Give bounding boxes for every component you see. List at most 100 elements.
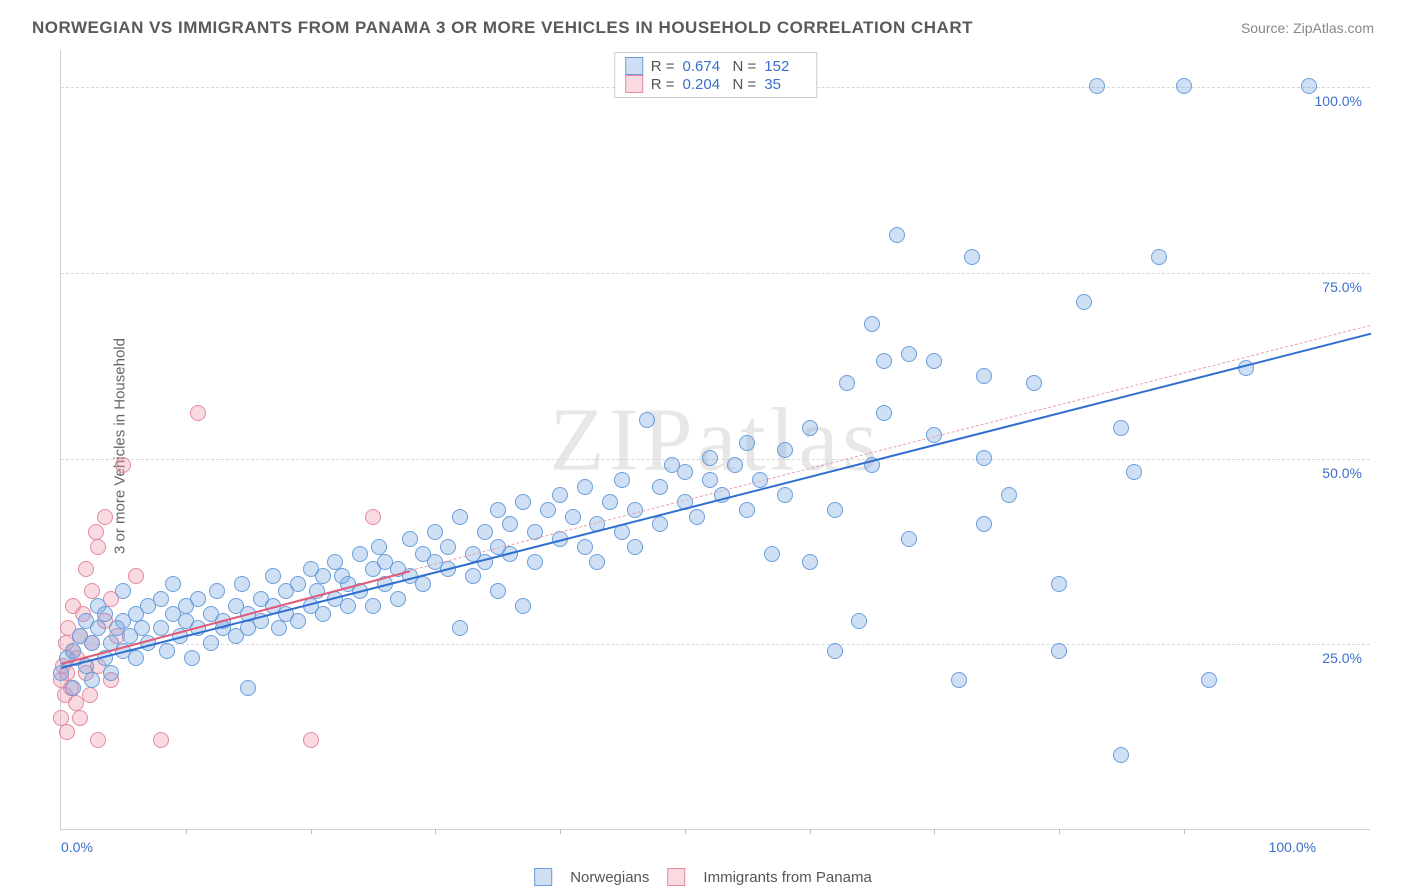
scatter-point bbox=[97, 606, 113, 622]
scatter-point bbox=[477, 524, 493, 540]
scatter-point bbox=[59, 724, 75, 740]
scatter-point bbox=[327, 554, 343, 570]
scatter-point bbox=[84, 635, 100, 651]
scatter-point bbox=[540, 502, 556, 518]
x-tick bbox=[810, 829, 811, 834]
legend-swatch-panama bbox=[667, 868, 685, 886]
scatter-point bbox=[1089, 78, 1105, 94]
legend-label-norwegians: Norwegians bbox=[570, 869, 649, 886]
scatter-point bbox=[465, 568, 481, 584]
scatter-point bbox=[315, 606, 331, 622]
scatter-point bbox=[577, 479, 593, 495]
scatter-point bbox=[90, 732, 106, 748]
scatter-point bbox=[153, 732, 169, 748]
scatter-point bbox=[271, 620, 287, 636]
x-tick bbox=[435, 829, 436, 834]
legend-swatch-norwegians bbox=[625, 57, 643, 75]
scatter-point bbox=[90, 539, 106, 555]
chart-title: NORWEGIAN VS IMMIGRANTS FROM PANAMA 3 OR… bbox=[32, 18, 973, 38]
scatter-point bbox=[739, 502, 755, 518]
scatter-point bbox=[415, 576, 431, 592]
scatter-point bbox=[452, 509, 468, 525]
scatter-point bbox=[128, 650, 144, 666]
x-tick bbox=[186, 829, 187, 834]
scatter-point bbox=[78, 561, 94, 577]
scatter-point bbox=[265, 568, 281, 584]
scatter-point bbox=[190, 591, 206, 607]
gridline bbox=[61, 273, 1370, 274]
scatter-point bbox=[777, 442, 793, 458]
r-label: R = bbox=[651, 58, 675, 75]
scatter-point bbox=[402, 531, 418, 547]
scatter-point bbox=[527, 554, 543, 570]
scatter-point bbox=[290, 576, 306, 592]
n-value-norwegians: 152 bbox=[764, 58, 806, 75]
scatter-point bbox=[652, 479, 668, 495]
scatter-point bbox=[97, 509, 113, 525]
scatter-point bbox=[926, 353, 942, 369]
scatter-point bbox=[802, 554, 818, 570]
scatter-point bbox=[976, 516, 992, 532]
scatter-point bbox=[901, 346, 917, 362]
scatter-point bbox=[1026, 375, 1042, 391]
r-label: R = bbox=[651, 76, 675, 93]
scatter-point bbox=[702, 472, 718, 488]
scatter-point bbox=[1151, 249, 1167, 265]
scatter-point bbox=[851, 613, 867, 629]
scatter-point bbox=[901, 531, 917, 547]
scatter-point bbox=[577, 539, 593, 555]
scatter-point bbox=[1001, 487, 1017, 503]
scatter-point bbox=[589, 554, 605, 570]
scatter-point bbox=[490, 502, 506, 518]
legend-stats-row: R = 0.204 N = 35 bbox=[625, 75, 807, 93]
scatter-point bbox=[614, 472, 630, 488]
source-label: Source: bbox=[1241, 20, 1289, 36]
scatter-point bbox=[777, 487, 793, 503]
scatter-point bbox=[1076, 294, 1092, 310]
n-label: N = bbox=[733, 76, 757, 93]
scatter-point bbox=[976, 450, 992, 466]
scatter-point bbox=[552, 487, 568, 503]
legend-series: Norwegians Immigrants from Panama bbox=[534, 868, 872, 886]
scatter-point bbox=[153, 591, 169, 607]
scatter-point bbox=[1176, 78, 1192, 94]
scatter-point bbox=[827, 643, 843, 659]
scatter-point bbox=[502, 516, 518, 532]
scatter-point bbox=[203, 635, 219, 651]
legend-stats-row: R = 0.674 N = 152 bbox=[625, 57, 807, 75]
scatter-point bbox=[1201, 672, 1217, 688]
legend-swatch-norwegians bbox=[534, 868, 552, 886]
scatter-point bbox=[352, 546, 368, 562]
scatter-point bbox=[864, 316, 880, 332]
scatter-point bbox=[234, 576, 250, 592]
trendline bbox=[61, 332, 1371, 668]
scatter-point bbox=[65, 680, 81, 696]
scatter-point bbox=[639, 412, 655, 428]
scatter-point bbox=[184, 650, 200, 666]
scatter-point bbox=[827, 502, 843, 518]
scatter-point bbox=[1301, 78, 1317, 94]
r-value-norwegians: 0.674 bbox=[683, 58, 725, 75]
y-tick-label: 100.0% bbox=[1315, 93, 1362, 109]
scatter-point bbox=[515, 598, 531, 614]
scatter-point bbox=[627, 502, 643, 518]
scatter-point bbox=[727, 457, 743, 473]
scatter-point bbox=[103, 665, 119, 681]
scatter-point bbox=[876, 405, 892, 421]
legend-swatch-panama bbox=[625, 75, 643, 93]
scatter-point bbox=[440, 539, 456, 555]
scatter-point bbox=[390, 591, 406, 607]
scatter-point bbox=[1051, 643, 1067, 659]
scatter-point bbox=[290, 613, 306, 629]
scatter-point bbox=[165, 576, 181, 592]
scatter-point bbox=[1113, 747, 1129, 763]
scatter-point bbox=[652, 516, 668, 532]
y-tick-label: 75.0% bbox=[1322, 279, 1362, 295]
scatter-point bbox=[65, 643, 81, 659]
scatter-point bbox=[209, 583, 225, 599]
scatter-point bbox=[490, 583, 506, 599]
scatter-plot-area: ZIPatlas R = 0.674 N = 152 R = 0.204 N =… bbox=[60, 50, 1370, 830]
scatter-point bbox=[84, 672, 100, 688]
x-tick bbox=[1184, 829, 1185, 834]
scatter-point bbox=[365, 598, 381, 614]
